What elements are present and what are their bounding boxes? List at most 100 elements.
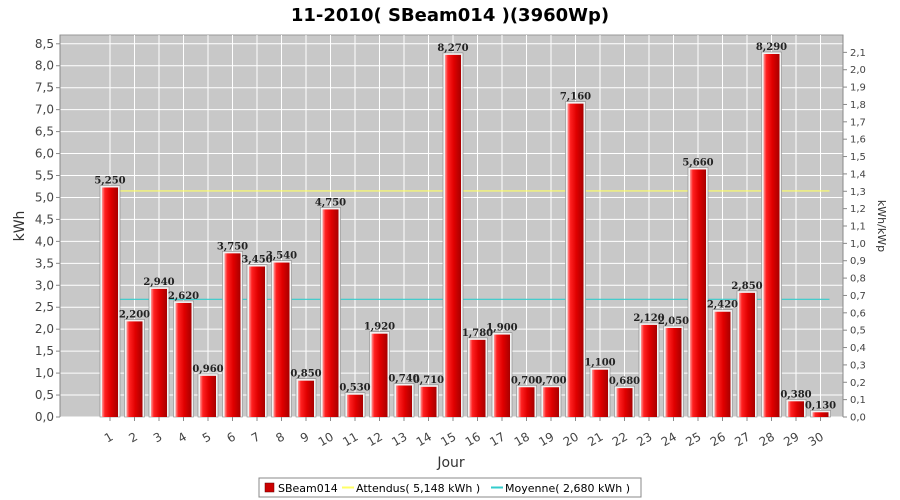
x-tick-label: 7 — [249, 429, 263, 445]
bar — [494, 334, 510, 417]
data-label: 0,680 — [609, 376, 640, 387]
legend-box — [258, 477, 642, 498]
x-tick-label: 28 — [757, 429, 777, 449]
data-label: 3,450 — [241, 255, 272, 266]
y2-tick-label: 1,2 — [850, 204, 866, 215]
data-label: 1,780 — [462, 328, 493, 339]
y-tick-label: 5,5 — [35, 169, 54, 183]
bar — [396, 385, 412, 417]
x-tick-label: 25 — [683, 429, 703, 449]
bar — [371, 333, 388, 417]
bar — [224, 253, 241, 417]
data-label: 7,160 — [560, 92, 591, 103]
x-tick-label: 17 — [487, 429, 507, 449]
x-axis-label: Jour — [436, 455, 465, 471]
y-tick-label: 2,5 — [35, 300, 54, 314]
y-tick-label: 6,5 — [35, 125, 54, 139]
x-tick-label: 3 — [151, 429, 165, 445]
data-label: 0,700 — [535, 375, 566, 386]
y-tick-label: 6,0 — [35, 147, 54, 161]
x-tick-label: 16 — [463, 429, 483, 449]
bar — [151, 288, 167, 417]
data-label: 2,940 — [143, 277, 174, 288]
x-tick-label: 13 — [389, 429, 409, 449]
y2-tick-label: 0,4 — [850, 343, 866, 354]
bar — [812, 412, 829, 417]
data-label: 1,100 — [584, 358, 615, 369]
y2-tick-label: 2,1 — [850, 48, 866, 59]
bar — [763, 54, 780, 418]
y2-tick-label: 1,8 — [850, 100, 866, 111]
y-tick-label: 3,0 — [35, 278, 54, 292]
legend-label-attendus: Attendus( 5,148 kWh ) — [356, 482, 480, 495]
data-label: 0,960 — [192, 364, 223, 375]
data-label: 2,120 — [633, 313, 664, 324]
y-tick-label: 0,0 — [35, 410, 54, 424]
data-label: 8,270 — [437, 43, 468, 54]
x-axis-ticks: 1 2 3 4 5 6 7 8 9 10 11 12 13 14 15 16 17 18 19 20 21 22 23 24 2… — [102, 417, 826, 449]
y-tick-label: 8,0 — [35, 59, 54, 73]
y-tick-label: 4,5 — [35, 212, 54, 226]
data-label: 3,540 — [266, 251, 297, 262]
y-tick-label: 5,0 — [35, 190, 54, 204]
bar — [102, 187, 118, 417]
y-tick-label: 0,5 — [35, 388, 54, 402]
y-tick-label: 1,5 — [35, 344, 54, 358]
x-tick-label: 14 — [414, 429, 434, 449]
legend: SBeam014 Attendus( 5,148 kWh ) Moyenne( … — [258, 477, 642, 498]
data-label: 1,920 — [364, 322, 395, 333]
bar — [420, 386, 437, 417]
legend-label-moyenne: Moyenne( 2,680 kWh ) — [505, 482, 630, 495]
bar — [739, 292, 755, 417]
bar — [200, 375, 216, 417]
y2-tick-label: 1,1 — [850, 222, 866, 233]
x-tick-label: 22 — [610, 429, 630, 449]
y2-tick-label: 0,3 — [850, 360, 866, 371]
data-label: 2,050 — [658, 316, 689, 327]
y-tick-label: 3,5 — [35, 256, 54, 270]
bar — [592, 369, 608, 417]
legend-swatch-series — [264, 482, 275, 493]
y-tick-label: 1,0 — [35, 366, 54, 380]
x-tick-label: 26 — [708, 429, 728, 449]
y-tick-label: 7,0 — [35, 103, 54, 117]
bar — [126, 321, 143, 417]
x-tick-label: 21 — [585, 429, 605, 449]
bar — [347, 394, 363, 417]
x-tick-label: 19 — [536, 429, 556, 449]
x-tick-label: 12 — [365, 429, 385, 449]
bar — [714, 311, 731, 417]
y2-tick-label: 1,5 — [850, 152, 866, 163]
y2-tick-label: 0,5 — [850, 326, 866, 337]
y2-tick-label: 1,0 — [850, 239, 866, 250]
y-axis-ticks: 0,0 0,5 1,0 1,5 2,0 2,5 3,0 3,5 4,0 4,5 5,0 5,5 6,0 6… — [35, 37, 60, 424]
y-axis-label: kWh — [12, 211, 28, 242]
bar — [175, 302, 192, 417]
x-tick-label: 27 — [732, 429, 752, 449]
bar — [469, 339, 486, 417]
y2-tick-label: 0,0 — [850, 413, 866, 424]
data-label: 3,750 — [217, 241, 248, 252]
x-tick-label: 6 — [224, 429, 238, 445]
x-tick-label: 11 — [340, 429, 360, 449]
legend-label-series: SBeam014 — [278, 482, 338, 495]
data-label: 2,850 — [731, 281, 762, 292]
y2-tick-label: 2,0 — [850, 65, 866, 76]
bar — [322, 209, 339, 417]
x-tick-label: 9 — [298, 429, 312, 445]
x-tick-label: 29 — [781, 429, 801, 449]
y2-tick-label: 0,7 — [850, 291, 866, 302]
y2-tick-label: 1,7 — [850, 117, 866, 128]
x-tick-label: 2 — [126, 429, 140, 445]
bar — [641, 324, 657, 417]
y2-tick-label: 0,6 — [850, 308, 866, 319]
x-tick-label: 24 — [659, 429, 679, 449]
data-label: 2,200 — [119, 309, 150, 320]
data-label: 0,850 — [290, 369, 321, 380]
bar — [788, 401, 804, 417]
data-label: 2,420 — [707, 300, 738, 311]
bar — [690, 169, 706, 417]
y2-tick-label: 1,6 — [850, 135, 866, 146]
data-label: 8,290 — [756, 42, 787, 53]
